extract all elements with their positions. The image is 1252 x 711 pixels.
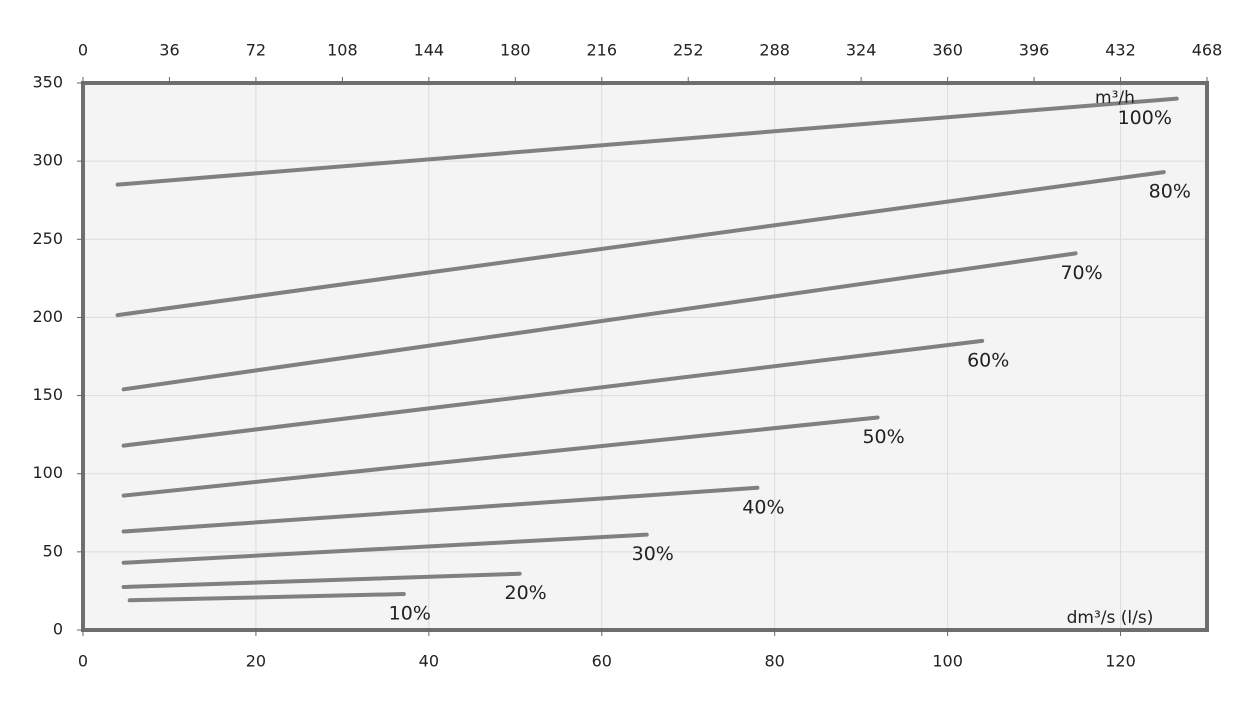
y-tick-label: 0: [53, 620, 63, 639]
series-label: 100%: [1118, 107, 1172, 129]
plot-border: [81, 81, 1209, 632]
fan-curve: [121, 415, 880, 498]
x-tick-label: 60: [592, 652, 612, 671]
x2-tick-label: 396: [1019, 41, 1050, 60]
x2-tick-label: 180: [500, 41, 531, 60]
x-tick-label: 0: [78, 652, 88, 671]
y-tick-label: 150: [32, 385, 63, 404]
series-label: 30%: [632, 543, 674, 565]
fan-curve: [121, 532, 649, 565]
y-tick-label: 350: [32, 73, 63, 92]
fan-curve: [127, 592, 406, 603]
fan-curve: [121, 251, 1078, 392]
x-axis-label: dm³/s (l/s): [1067, 608, 1154, 628]
series-label: 60%: [967, 349, 1009, 371]
series-label: 10%: [389, 603, 431, 625]
series-label: 50%: [862, 426, 904, 448]
x-tick-label: 120: [1105, 652, 1136, 671]
y-tick-label: 50: [43, 541, 63, 560]
x2-tick-label: 432: [1105, 41, 1136, 60]
x2-tick-label: 36: [159, 41, 179, 60]
x2-tick-label: 324: [846, 41, 877, 60]
x-tick-label: 80: [765, 652, 785, 671]
y-tick-label: 100: [32, 463, 63, 482]
x-tick-label: 40: [419, 652, 439, 671]
x-tick-label: 100: [932, 652, 963, 671]
series-label: 20%: [505, 582, 547, 604]
x2-tick-label: 0: [78, 41, 88, 60]
fan-curve: [121, 571, 522, 590]
x2-axis-label: m³/h: [1095, 88, 1135, 108]
x2-tick-label: 144: [414, 41, 445, 60]
fan-curve: [121, 485, 760, 534]
x2-tick-label: 288: [759, 41, 790, 60]
series-label: 70%: [1060, 262, 1102, 284]
x-tick-label: 20: [246, 652, 266, 671]
x2-tick-label: 360: [932, 41, 963, 60]
fan-curve: [121, 338, 985, 448]
x2-tick-label: 252: [673, 41, 704, 60]
series-label: 40%: [742, 496, 784, 518]
fan-curve: [115, 96, 1179, 187]
series-label: 80%: [1149, 181, 1191, 203]
x2-tick-label: 72: [246, 41, 266, 60]
x2-tick-label: 108: [327, 41, 358, 60]
fan-curve: [115, 170, 1166, 318]
y-tick-label: 250: [32, 229, 63, 248]
y-tick-label: 200: [32, 307, 63, 326]
y-tick-label: 300: [32, 151, 63, 170]
x2-tick-label: 216: [586, 41, 617, 60]
x2-tick-label: 468: [1192, 41, 1223, 60]
